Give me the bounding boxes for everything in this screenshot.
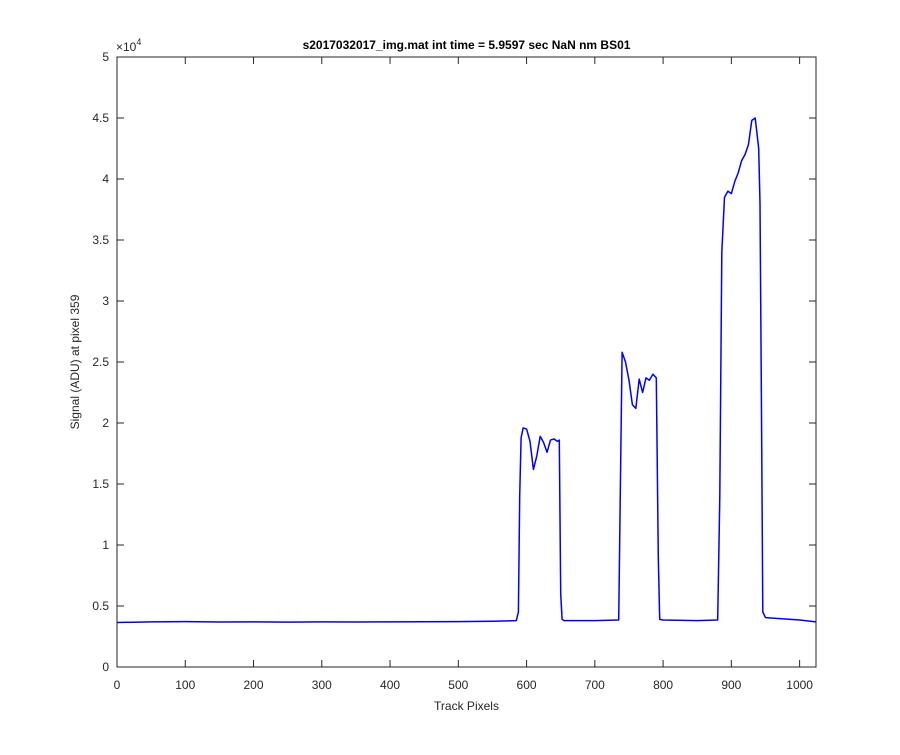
y-tick-label: 4	[102, 172, 109, 186]
x-tick-label: 700	[585, 678, 605, 692]
x-tick-label: 400	[380, 678, 400, 692]
y-exponent-base: ×10	[116, 40, 137, 54]
y-axis-exponent: ×104	[116, 37, 141, 54]
y-tick-label: 5	[102, 50, 109, 64]
axes-box	[116, 56, 817, 668]
x-axis-label: Track Pixels	[434, 699, 499, 713]
chart-title: s2017032017_img.mat int time = 5.9597 se…	[303, 38, 631, 52]
x-tick-label: 100	[175, 678, 195, 692]
y-tick-label: 1	[102, 538, 109, 552]
x-tick-label: 500	[448, 678, 468, 692]
x-tick-label: 900	[721, 678, 741, 692]
y-tick-label: 2	[102, 416, 109, 430]
y-tick-label: 0	[102, 660, 109, 674]
x-tick-label: 200	[244, 678, 264, 692]
x-tick-label: 300	[312, 678, 332, 692]
y-tick-label: 0.5	[92, 599, 109, 613]
series-line-0	[116, 117, 817, 624]
x-tick-label: 800	[653, 678, 673, 692]
x-tick-label: 1000	[786, 678, 813, 692]
y-tick-label: 1.5	[92, 477, 109, 491]
y-tick-label: 3	[102, 294, 109, 308]
x-tick-label: 0	[114, 678, 121, 692]
plot-area	[116, 56, 817, 668]
y-tick-label: 4.5	[92, 111, 109, 125]
ticks: 0 100 200 300 400 500 600 700 800 900 1000 0 0.5 1 1.5…	[92, 50, 816, 692]
y-axis-label: Signal (ADU) at pixel 359	[68, 294, 82, 429]
y-tick-label: 3.5	[92, 233, 109, 247]
y-tick-label: 2.5	[92, 355, 109, 369]
x-tick-label: 600	[517, 678, 537, 692]
y-exponent-power: 4	[136, 37, 141, 47]
